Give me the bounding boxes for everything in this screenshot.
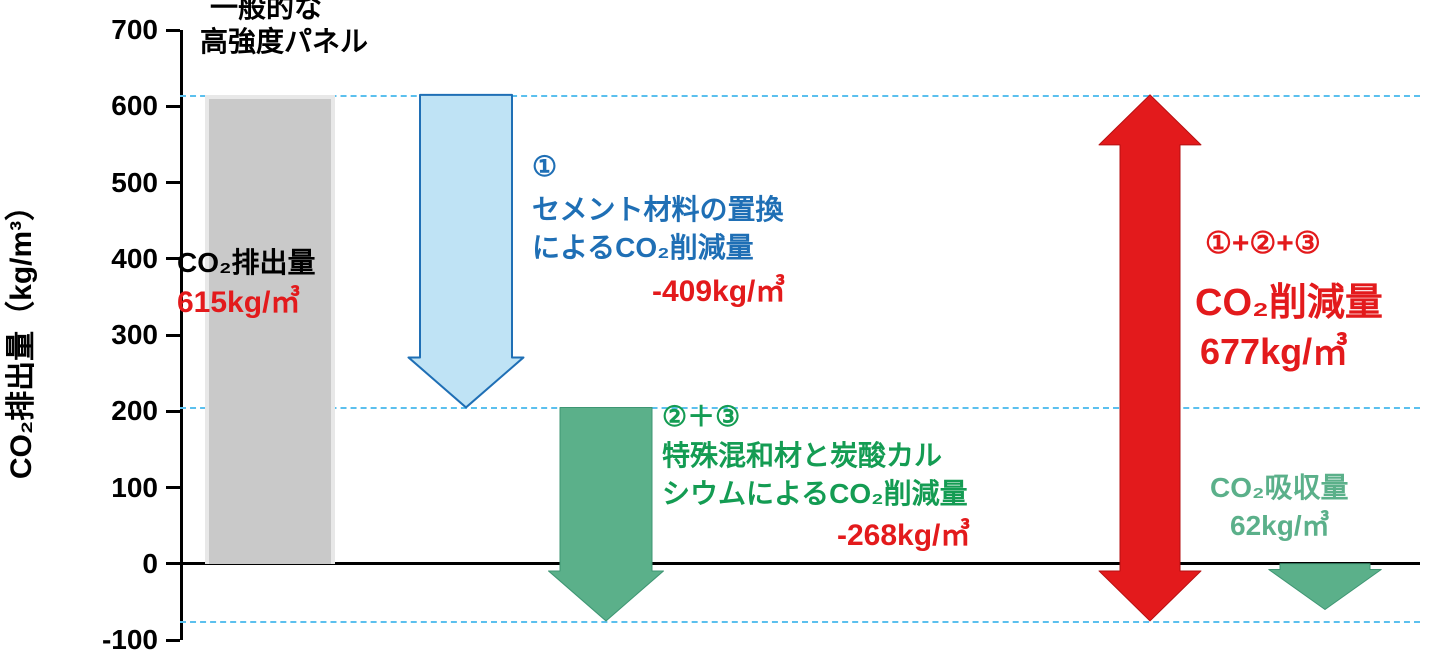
blue-text-line2: によるCO₂削減量 [532,226,754,266]
blue-value: -409kg/㎥ [652,266,785,310]
co2-emission-value: 615kg/㎥ [177,277,300,321]
green-text-line2: シウムによるCO₂削減量 [662,472,968,512]
green-circled-number: ②＋③ [662,395,740,435]
green-text-line1: 特殊混和材と炭酸カル [662,434,942,474]
green-value: -268kg/㎥ [837,510,970,554]
panel-header-line2: 高強度パネル [200,20,368,60]
red-title: CO₂削減量 [1195,271,1383,326]
co2-reduction-chart: CO₂排出量（kg/m³） -1000100200300400500600700… [0,0,1440,670]
absorption-label: CO₂吸収量 [1210,466,1348,506]
absorption-value: 62kg/㎥ [1230,504,1330,544]
blue-circled-number: ① [532,150,557,183]
red-value: 677kg/㎥ [1200,323,1348,375]
red-sum: ①+②+③ [1205,226,1321,261]
co2-emission-label: CO₂排出量 [177,241,315,281]
blue-text-line1: セメント材料の置換 [532,188,783,228]
